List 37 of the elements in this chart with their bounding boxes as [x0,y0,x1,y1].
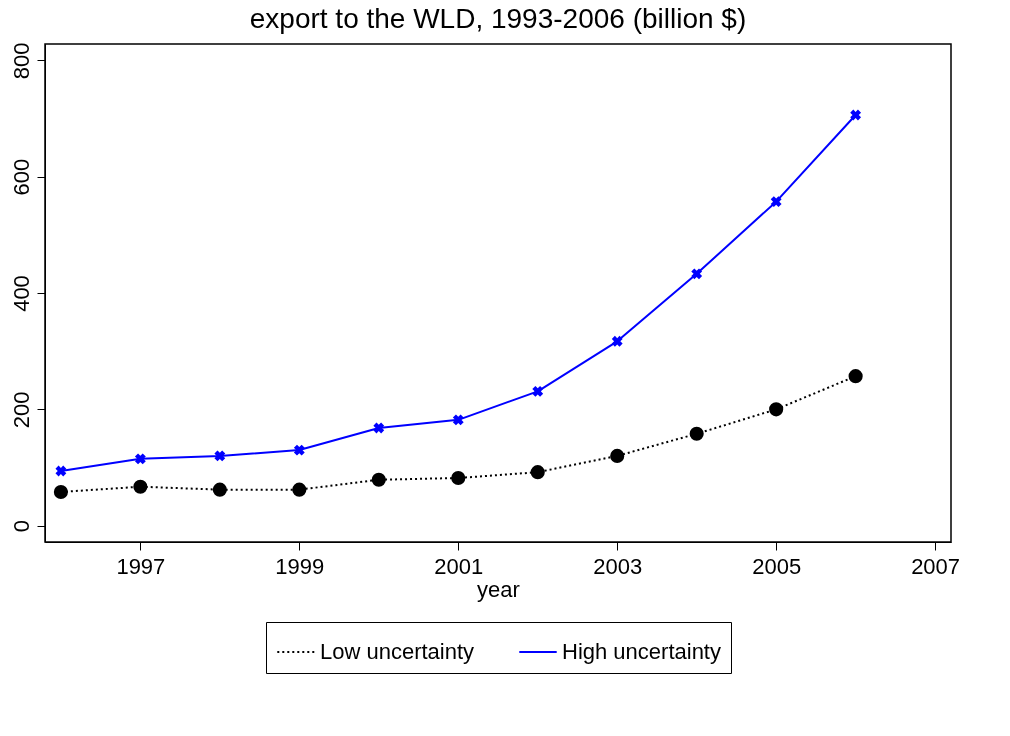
y-tick-label: 400 [8,275,34,312]
point [850,109,862,121]
y-tick-label: 200 [8,391,34,429]
x-tick-label: 2005 [752,553,802,579]
point [292,482,307,497]
point [530,465,545,480]
y-tick-label: 800 [8,42,34,80]
point [769,402,784,417]
point [610,448,625,463]
point [848,369,863,384]
point [371,472,386,487]
x-tick-label: 2007 [911,553,961,579]
y-tick-label: 0 [8,520,34,533]
point [611,335,623,347]
point [53,484,68,500]
legend-label: Low uncertainty [320,639,475,664]
point [133,479,148,494]
chart-title: export to the WLD, 1993-2006 (billion $) [249,2,747,34]
x-tick-label: 1997 [116,553,166,579]
point [214,450,226,462]
point [451,470,466,486]
point [770,196,782,208]
y-tick-label: 600 [8,158,34,196]
point [532,385,544,397]
x-axis-title: year [477,576,520,602]
point [452,414,464,426]
point [373,422,385,434]
x-tick-label: 2001 [434,553,484,579]
x-tick-label: 2003 [593,553,643,579]
point [134,453,146,465]
point [293,444,305,456]
point [212,482,227,497]
x-tick-label: 1999 [275,553,325,579]
point [691,268,703,280]
legend-label: High uncertainty [562,639,721,664]
point [689,426,704,441]
point [55,465,67,477]
